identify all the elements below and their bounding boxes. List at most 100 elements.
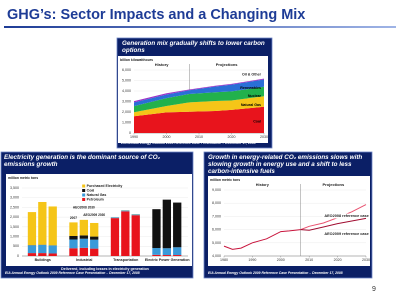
bar-segment (152, 254, 161, 256)
bar-segment (27, 245, 37, 254)
y-tick-label: 7,000 (212, 214, 221, 218)
source-note: EIA Annual Energy Outlook 2009 Reference… (208, 271, 343, 275)
annotation: Projections (322, 182, 345, 187)
bar-segment (69, 239, 78, 249)
y-axis-label: million metric tons (8, 176, 38, 180)
bar-segment (27, 212, 37, 246)
bar-segment (162, 199, 171, 249)
x-tick-label: 2020 (228, 135, 236, 139)
y-tick-label: 3,000 (10, 196, 19, 200)
bar-segment (79, 238, 88, 248)
bar-segment (79, 235, 88, 239)
x-tick-label: 2000 (163, 135, 171, 139)
y-tick-label: 9,000 (212, 188, 221, 192)
legend-swatch (82, 198, 86, 201)
series-label: Coal (253, 119, 261, 123)
bar-segment (131, 215, 140, 256)
legend-label: Natural Gas (87, 193, 107, 197)
series-label: Oil & Other (242, 73, 262, 77)
chart-title: Electricity generation is the dominant s… (4, 154, 161, 168)
y-tick-label: 4,000 (122, 89, 131, 93)
slide-title: GHG’s: Sector Impacts and a Changing Mix (7, 7, 305, 23)
bar-segment (110, 218, 120, 256)
chart-title-box: Electricity generation is the dominant s… (4, 154, 161, 168)
line-series (300, 204, 367, 231)
series-label-box (322, 231, 367, 237)
series-label: AEO2009 reference case (324, 232, 368, 236)
y-tick-label: 0 (17, 254, 19, 258)
legend-swatch (82, 189, 86, 192)
area-layer (134, 106, 264, 133)
bar-segment (90, 239, 99, 249)
bar-segment (79, 247, 88, 256)
legend-swatch (82, 184, 86, 188)
y-tick-label: 500 (13, 244, 19, 248)
bar-segment (162, 255, 171, 256)
x-tick-label: 2030 (260, 135, 268, 139)
bar-segment (48, 245, 57, 254)
bar-segment (48, 253, 57, 256)
chart-title-box: Generation mix gradually shifts to lower… (122, 40, 265, 54)
plot-area (208, 176, 370, 266)
x-tick-label: 1990 (248, 258, 256, 262)
page-number: 9 (372, 286, 376, 293)
annotation: History (155, 62, 170, 67)
bar-label: AEO2009 2030 (83, 213, 105, 217)
legend-label: Coal (87, 188, 95, 192)
series-label-box (322, 213, 367, 219)
x-tick-label: Transportation (113, 258, 138, 262)
x-tick-label: 2010 (305, 258, 313, 262)
x-tick-label: Industrial (76, 258, 92, 262)
source-note: EIA Annual Energy Outlook 2009 Reference… (5, 271, 140, 275)
area-layer (134, 86, 264, 113)
bar-segment (152, 209, 161, 249)
bar-segment (121, 211, 130, 256)
y-tick-label: 2,000 (10, 215, 19, 219)
source-note: EIA Annual Energy Outlook 2009 Reference… (121, 141, 256, 145)
bar-segment (173, 255, 182, 256)
series-label: AEO2008 reference case (324, 214, 368, 218)
x-tick-label: 1980 (220, 258, 228, 262)
bar-segment (110, 217, 120, 219)
plot-area (6, 174, 192, 266)
legend-label: Petroleum (87, 197, 104, 201)
bar-segment (173, 247, 182, 256)
annotation: Projections (216, 62, 239, 67)
y-tick-label: 2,500 (10, 205, 19, 209)
bar-segment (79, 219, 88, 236)
series-label: Natural Gas (241, 103, 261, 107)
bar-segment (69, 235, 78, 240)
y-tick-label: 1,000 (10, 235, 19, 239)
x-tick-label: 2000 (277, 258, 285, 262)
bar-segment (69, 222, 78, 236)
y-tick-label: 8,000 (212, 201, 221, 205)
y-axis-label: million metric tons (210, 178, 240, 182)
x-tick-label: Buildings (35, 258, 51, 262)
series-label: History (256, 183, 270, 187)
bar-segment (131, 214, 140, 216)
bar-segment (69, 248, 78, 256)
legend-label: Purchased Electricity (87, 184, 123, 188)
chart-title: Generation mix gradually shifts to lower… (122, 40, 265, 54)
x-tick-label: 1990 (130, 135, 138, 139)
y-tick-label: 3,000 (122, 99, 131, 103)
bar-segment (90, 248, 99, 256)
area-layer (134, 96, 264, 117)
bar-segment (90, 236, 99, 240)
y-axis-label: billion kilowatthours (120, 58, 153, 62)
x-tick-label: 2020 (334, 258, 342, 262)
bar-segment (162, 248, 171, 256)
y-tick-label: 0 (129, 131, 131, 135)
y-tick-label: 4,000 (212, 254, 221, 258)
series-label: Renewables (240, 86, 261, 90)
x-tick-label: Electric Power Generation (145, 258, 190, 262)
chart-title: Growth in energy-related CO₂ emissions s… (208, 154, 363, 175)
area-layer (134, 79, 264, 107)
bar-segment (48, 206, 57, 246)
y-tick-label: 5,000 (122, 78, 131, 82)
x-tick-label: 2010 (195, 135, 203, 139)
bar-segment (121, 210, 130, 212)
bar-segment (38, 253, 47, 256)
y-tick-label: 6,000 (212, 228, 221, 232)
